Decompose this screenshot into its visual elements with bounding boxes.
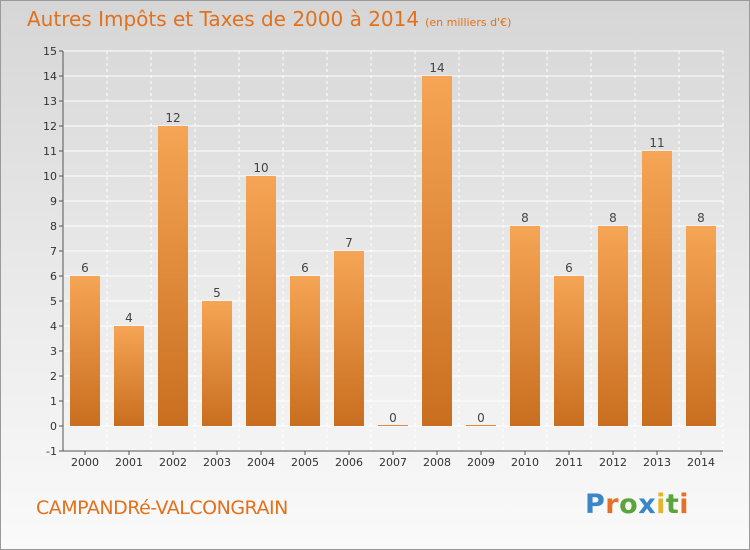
- data-label-2001: 4: [125, 311, 133, 325]
- data-label-2011: 6: [565, 261, 573, 275]
- y-tick-label: 14: [43, 70, 57, 83]
- data-label-2009: 0: [477, 411, 485, 425]
- bar-2001: [114, 326, 144, 426]
- x-tick-label-2011: 2011: [555, 456, 583, 469]
- y-tick-label: 5: [50, 295, 57, 308]
- data-label-2000: 6: [81, 261, 89, 275]
- chart-title: Autres Impôts et Taxes de 2000 à 2014: [27, 7, 420, 31]
- bar-2009: [466, 425, 496, 426]
- x-tick-label-2010: 2010: [511, 456, 539, 469]
- x-axis: 2000 2001 2002 2003 2004 2005 2006 2007 2008 2009…: [63, 450, 723, 469]
- data-label-2004: 10: [253, 161, 268, 175]
- bar-2014: [686, 226, 716, 426]
- y-tick-label: 12: [43, 120, 57, 133]
- bar-2013: [642, 151, 672, 426]
- bar-2010: [510, 226, 540, 426]
- bar-2011: [554, 276, 584, 426]
- y-tick-label: 6: [50, 270, 57, 283]
- x-tick-label-2012: 2012: [599, 456, 627, 469]
- y-tick-label: 8: [50, 220, 57, 233]
- y-tick-label: 9: [50, 195, 57, 208]
- x-tick-label-2002: 2002: [159, 456, 187, 469]
- y-tick-label: 4: [50, 320, 57, 333]
- x-tick-label-2007: 2007: [379, 456, 407, 469]
- y-tick-label: 2: [50, 370, 57, 383]
- data-label-2014: 8: [697, 211, 705, 225]
- x-tick-label-2005: 2005: [291, 456, 319, 469]
- data-label-2005: 6: [301, 261, 309, 275]
- x-tick-label-2013: 2013: [643, 456, 671, 469]
- data-label-2012: 8: [609, 211, 617, 225]
- bars: 6 4 12 5 10 6 7 0 14 0 8 6 8 11 8: [70, 61, 716, 426]
- x-tick-label-2001: 2001: [115, 456, 143, 469]
- y-tick-label: 1: [50, 395, 57, 408]
- bar-2000: [70, 276, 100, 426]
- x-tick-label-2006: 2006: [335, 456, 363, 469]
- y-tick-label: 13: [43, 95, 57, 108]
- bar-2002: [158, 126, 188, 426]
- y-tick-label: 10: [43, 170, 57, 183]
- y-tick-label: 7: [50, 245, 57, 258]
- bar-2012: [598, 226, 628, 426]
- x-tick-label-2000: 2000: [71, 456, 99, 469]
- data-label-2006: 7: [345, 236, 353, 250]
- data-label-2008: 14: [429, 61, 444, 75]
- chart-title-block: Autres Impôts et Taxes de 2000 à 2014 (en…: [27, 7, 511, 31]
- bar-2007: [378, 425, 408, 426]
- bar-2005: [290, 276, 320, 426]
- commune-name: CAMPANDRé-VALCONGRAIN: [36, 497, 288, 519]
- bar-2003: [202, 301, 232, 426]
- y-tick-label: 15: [43, 45, 57, 58]
- y-tick-label: 3: [50, 345, 57, 358]
- bar-2008: [422, 76, 452, 426]
- data-label-2010: 8: [521, 211, 529, 225]
- data-label-2002: 12: [165, 111, 180, 125]
- data-label-2007: 0: [389, 411, 397, 425]
- proxiti-logo[interactable]: Proxiti: [585, 489, 690, 520]
- chart-unit: (en milliers d'€): [425, 16, 512, 29]
- x-tick-label-2003: 2003: [203, 456, 231, 469]
- x-tick-label-2009: 2009: [467, 456, 495, 469]
- bar-2006: [334, 251, 364, 426]
- x-tick-label-2004: 2004: [247, 456, 275, 469]
- y-tick-label: 0: [50, 420, 57, 433]
- x-tick-label-2014: 2014: [687, 456, 715, 469]
- y-tick-label: 11: [43, 145, 57, 158]
- bar-2004: [246, 176, 276, 426]
- data-label-2003: 5: [213, 286, 221, 300]
- x-tick-label-2008: 2008: [423, 456, 451, 469]
- y-tick-label: -1: [46, 445, 57, 458]
- data-label-2013: 11: [649, 136, 664, 150]
